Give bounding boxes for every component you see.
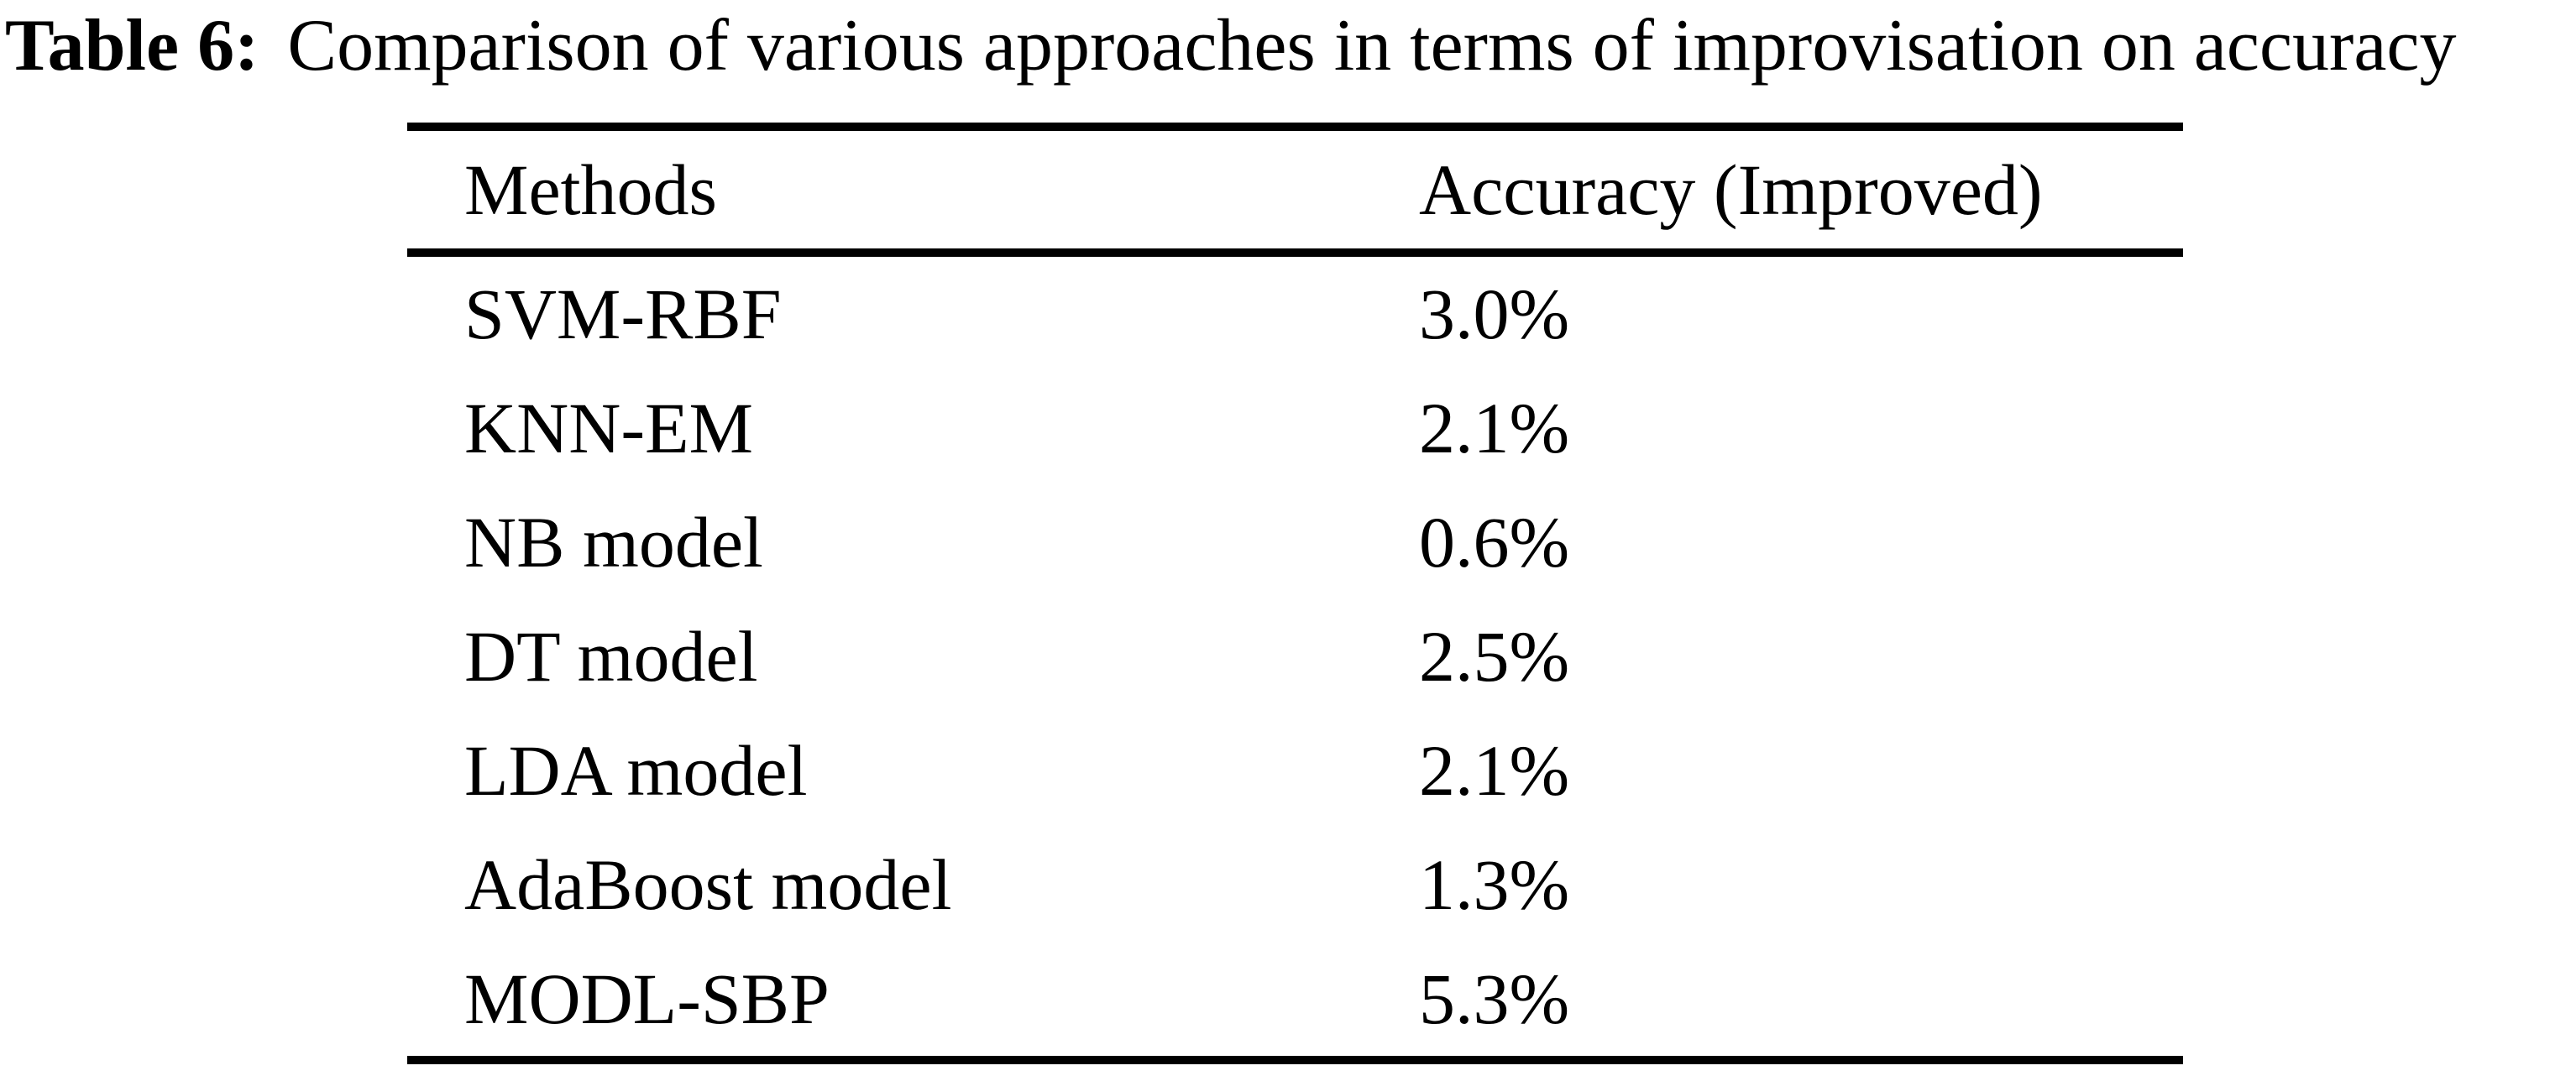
accuracy-cell: 2.1% bbox=[1419, 388, 1570, 468]
table-row: MODL-SBP 5.3% bbox=[407, 942, 2183, 1056]
method-cell: MODL-SBP bbox=[464, 958, 830, 1039]
table-row: LDA model 2.1% bbox=[407, 713, 2183, 828]
accuracy-cell: 2.5% bbox=[1419, 616, 1570, 697]
accuracy-cell: 5.3% bbox=[1419, 958, 1570, 1039]
table-header-row: Methods Accuracy (Improved) bbox=[407, 131, 2183, 257]
method-cell: SVM-RBF bbox=[464, 274, 782, 354]
results-table: Methods Accuracy (Improved) SVM-RBF 3.0%… bbox=[407, 123, 2183, 1064]
table-caption-label: Table 6: bbox=[5, 5, 259, 86]
table-row: SVM-RBF 3.0% bbox=[407, 257, 2183, 371]
table-body: SVM-RBF 3.0% KNN-EM 2.1% NB model 0.6% D… bbox=[407, 257, 2183, 1056]
table-row: KNN-EM 2.1% bbox=[407, 371, 2183, 485]
method-cell: AdaBoost model bbox=[464, 844, 952, 925]
accuracy-cell: 3.0% bbox=[1419, 274, 1570, 354]
method-cell: DT model bbox=[464, 616, 758, 697]
table-caption: Table 6: Comparison of various approaches… bbox=[5, 3, 2456, 88]
table-caption-text: Comparison of various approaches in term… bbox=[287, 5, 2457, 86]
table-row: DT model 2.5% bbox=[407, 599, 2183, 713]
accuracy-cell: 1.3% bbox=[1419, 844, 1570, 925]
accuracy-cell: 0.6% bbox=[1419, 502, 1570, 582]
accuracy-cell: 2.1% bbox=[1419, 730, 1570, 811]
column-header-methods: Methods bbox=[464, 149, 717, 230]
table-row: NB model 0.6% bbox=[407, 485, 2183, 599]
method-cell: LDA model bbox=[464, 730, 808, 811]
table-row: AdaBoost model 1.3% bbox=[407, 828, 2183, 942]
method-cell: KNN-EM bbox=[464, 388, 753, 468]
method-cell: NB model bbox=[464, 502, 763, 582]
column-header-accuracy-improved: Accuracy (Improved) bbox=[1419, 149, 2043, 230]
